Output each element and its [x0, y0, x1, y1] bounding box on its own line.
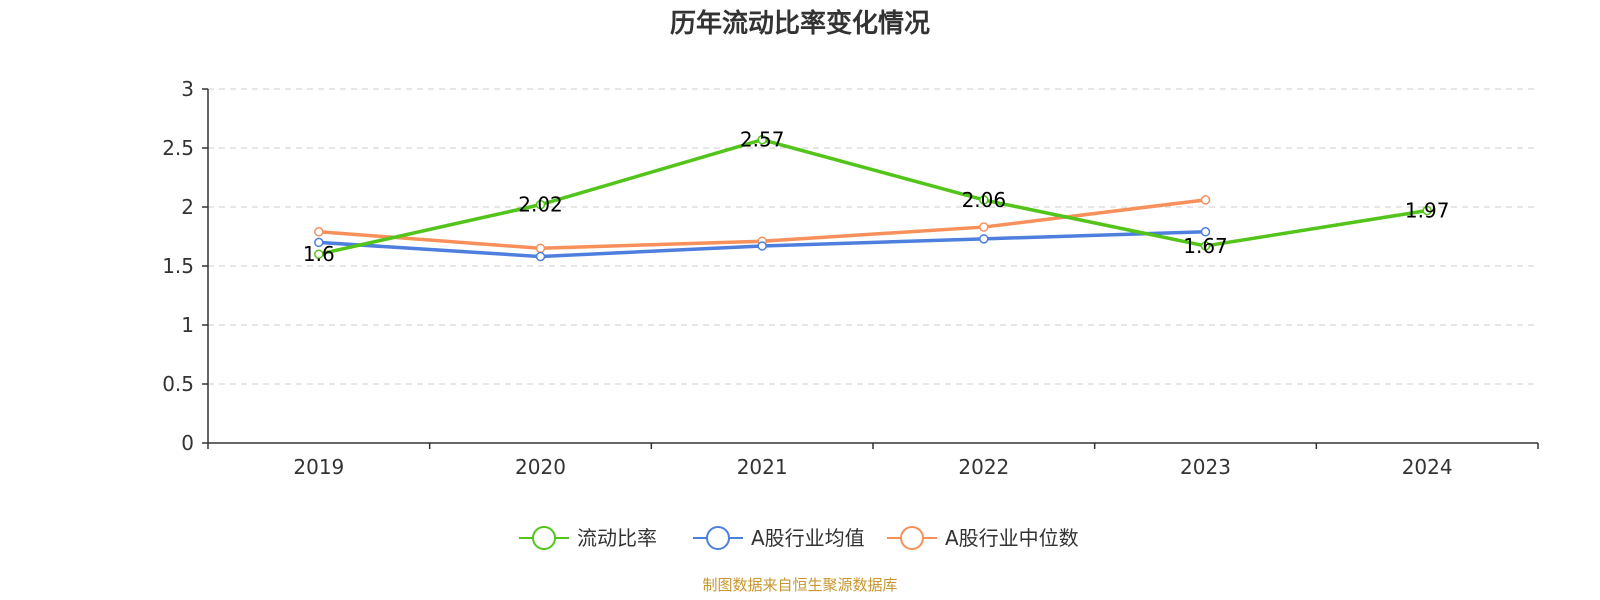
- series-lines: [314, 134, 1432, 262]
- data-point: [314, 249, 324, 259]
- data-label: 1.6: [303, 242, 335, 266]
- legend-item-2[interactable]: A股行业中位数: [887, 526, 1079, 550]
- legend-item-1[interactable]: A股行业均值: [693, 526, 865, 550]
- data-point: [535, 251, 546, 262]
- data-label: 1.97: [1405, 199, 1450, 223]
- data-label: 2.02: [518, 193, 563, 217]
- data-label: 2.57: [740, 128, 785, 152]
- data-point: [535, 199, 546, 210]
- data-point: [535, 243, 546, 254]
- data-point: [979, 222, 989, 232]
- data-point: [314, 227, 324, 237]
- data-labels: 1.6 2.02 2.57 2.06 1.67 1.97: [303, 128, 1450, 266]
- y-tick-label: 0.5: [162, 372, 194, 396]
- legend-item-0[interactable]: 流动比率: [519, 526, 657, 550]
- y-tick-label: 2.5: [162, 136, 194, 160]
- y-tick-label: 3: [181, 77, 194, 101]
- data-point: [979, 195, 989, 205]
- legend-marker-icon: [532, 526, 556, 550]
- data-point: [1200, 227, 1211, 237]
- x-tick-label: 2024: [1402, 455, 1453, 479]
- legend-marker-icon: [706, 526, 730, 550]
- data-point: [757, 241, 767, 251]
- axes: 0 0.5 1 1.5 2 2.5 3 2019 2020 2021 2022 2023 2024: [162, 77, 1539, 479]
- legend-label: 流动比率: [577, 526, 657, 550]
- y-tick-label: 0: [181, 431, 194, 455]
- x-tick-label: 2023: [1180, 455, 1231, 479]
- data-point: [1200, 241, 1211, 251]
- grid-lines: [208, 88, 1538, 385]
- legend-label: A股行业均值: [751, 526, 865, 550]
- x-tick-label: 2022: [958, 455, 1009, 479]
- data-point: [1200, 195, 1211, 205]
- x-tick-label: 2021: [737, 455, 788, 479]
- data-point: [1422, 205, 1432, 216]
- chart-title: 历年流动比率变化情况: [670, 8, 930, 39]
- y-tick-label: 1.5: [162, 254, 194, 278]
- series-line-0: [318, 137, 1428, 256]
- data-label: 2.06: [962, 188, 1007, 212]
- source-note: 制图数据来自恒生聚源数据库: [702, 576, 897, 594]
- y-tick-label: 1: [181, 313, 194, 337]
- x-tick-label: 2020: [515, 455, 566, 479]
- data-label: 1.67: [1183, 234, 1228, 258]
- data-point: [314, 237, 324, 248]
- data-point: [979, 234, 989, 244]
- data-point: [757, 134, 767, 145]
- legend[interactable]: 流动比率 A股行业均值 A股行业中位数: [519, 526, 1079, 550]
- legend-marker-icon: [900, 526, 924, 550]
- x-tick-label: 2019: [293, 455, 344, 479]
- y-tick-label: 2: [181, 195, 194, 219]
- legend-label: A股行业中位数: [945, 526, 1079, 550]
